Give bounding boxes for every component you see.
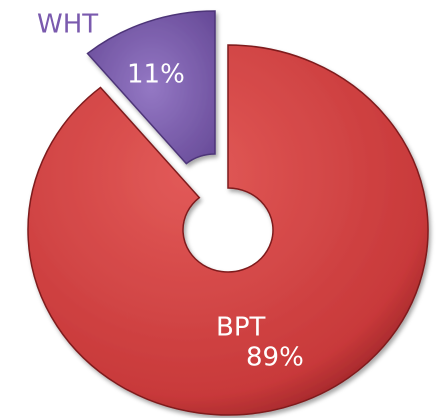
value-label: 89% bbox=[246, 343, 304, 373]
category-label: BPT bbox=[216, 313, 266, 343]
value-label: 11% bbox=[127, 60, 185, 90]
donut-slice bbox=[27, 44, 429, 416]
category-label: WHT bbox=[37, 10, 98, 40]
donut-slice bbox=[86, 10, 216, 165]
